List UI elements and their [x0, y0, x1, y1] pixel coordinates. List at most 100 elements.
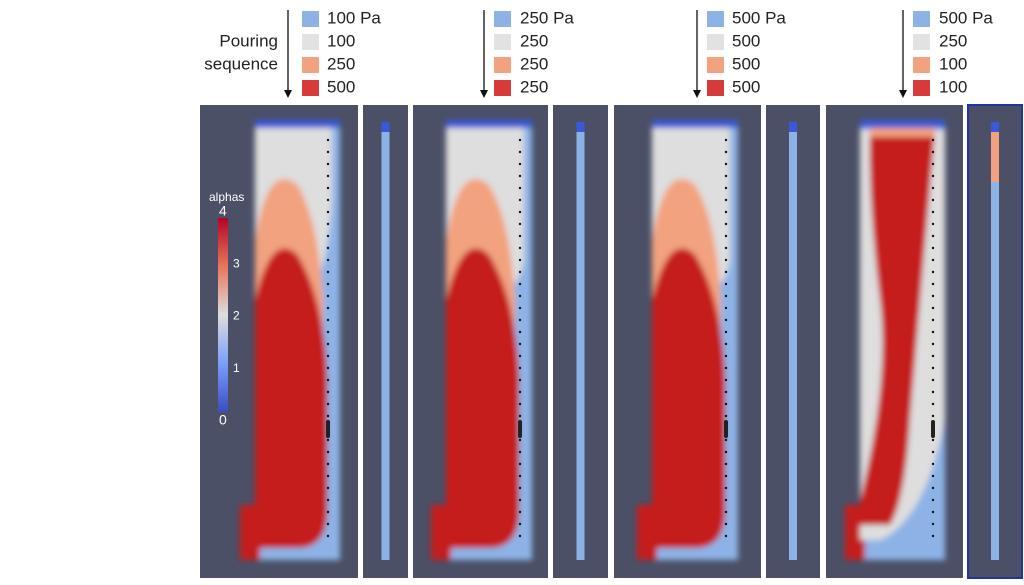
probe-dot — [724, 438, 728, 442]
side-top-fill — [991, 132, 999, 182]
probe-dot — [931, 330, 935, 334]
probe-dot — [724, 318, 728, 322]
probe-dot — [724, 354, 728, 358]
probe-dot — [326, 150, 330, 154]
probe-dot — [326, 258, 330, 262]
probe-dot — [326, 498, 330, 502]
legend-label: 500 Pa — [939, 8, 993, 27]
probe-dot — [518, 138, 522, 142]
legend-swatch — [707, 57, 724, 73]
legend-label: 100 — [327, 31, 355, 50]
probe-dot — [518, 366, 522, 370]
probe-dot — [724, 534, 728, 538]
fluid-field — [637, 120, 738, 560]
probe-dot — [518, 258, 522, 262]
probe-dot — [326, 510, 330, 514]
probe-dot — [518, 342, 522, 346]
probe-dot — [326, 282, 330, 286]
probe-dot — [518, 222, 522, 226]
probe-dot — [931, 222, 935, 226]
legend-swatch — [707, 34, 724, 50]
probe-dot — [724, 330, 728, 334]
probe-dot — [931, 522, 935, 526]
legend-swatch — [302, 57, 319, 73]
probe-dot — [326, 246, 330, 250]
legend-label: 500 — [732, 54, 760, 73]
side-top — [381, 122, 390, 132]
probe-dot — [724, 486, 728, 490]
legend-swatch — [707, 11, 724, 27]
probe-dot — [326, 198, 330, 202]
probe-dot — [724, 366, 728, 370]
legend-swatch — [913, 80, 930, 96]
side-column — [789, 122, 797, 560]
probe-dot — [724, 138, 728, 142]
probe-dot — [518, 498, 522, 502]
fluid-top — [860, 120, 945, 128]
pour-arrowhead — [284, 90, 292, 98]
probe-dot — [326, 438, 330, 442]
probe-dot — [724, 270, 728, 274]
probe-dot — [724, 282, 728, 286]
probe-dot — [724, 258, 728, 262]
probe-dot — [931, 198, 935, 202]
legend-swatch — [494, 57, 511, 73]
probe-dot — [326, 306, 330, 310]
probe-dot — [326, 294, 330, 298]
probe-dot — [931, 462, 935, 466]
probe-dot — [326, 486, 330, 490]
probe-dot — [518, 234, 522, 238]
probe-dot — [931, 150, 935, 154]
fluid-red — [446, 248, 520, 548]
side-column — [991, 122, 999, 560]
probe-dot — [518, 390, 522, 394]
colorbar-title: alphas — [209, 190, 244, 204]
probe-dot — [724, 342, 728, 346]
probe-dot — [724, 510, 728, 514]
probe-dot — [931, 270, 935, 274]
probe-dot — [518, 282, 522, 286]
probe-dot — [931, 450, 935, 454]
probe-dot — [931, 498, 935, 502]
probe-dot — [326, 330, 330, 334]
fluid-field — [240, 120, 340, 560]
legend-swatch — [302, 34, 319, 50]
pour-arrowhead — [899, 90, 907, 98]
probe-dot — [931, 234, 935, 238]
legend-label: 100 — [939, 77, 967, 96]
probe-dot — [931, 162, 935, 166]
probe-dot — [326, 162, 330, 166]
probe-dot — [326, 138, 330, 142]
probe-marker — [931, 420, 935, 438]
fluid-top — [652, 120, 738, 128]
probe-dot — [326, 186, 330, 190]
probe-dot — [724, 522, 728, 526]
probe-dot — [931, 138, 935, 142]
fluid-top — [255, 120, 340, 128]
probe-dot — [518, 270, 522, 274]
probe-dot — [326, 474, 330, 478]
pour-arrowhead — [693, 90, 701, 98]
probe-dot — [931, 258, 935, 262]
probe-dot — [518, 438, 522, 442]
probe-dot — [931, 306, 935, 310]
fluid-field — [431, 120, 532, 560]
legend-swatch — [494, 80, 511, 96]
pouring-label: Pouring — [219, 31, 278, 50]
probe-dot — [518, 486, 522, 490]
probe-marker — [518, 420, 522, 438]
probe-dot — [724, 474, 728, 478]
probe-dot — [931, 378, 935, 382]
probe-dot — [326, 366, 330, 370]
pour-arrowhead — [480, 90, 488, 98]
legend-swatch — [707, 80, 724, 96]
colorbar-tick-label: 3 — [233, 256, 240, 270]
colorbar-gradient — [218, 218, 228, 412]
probe-dot — [518, 198, 522, 202]
probe-dot — [931, 390, 935, 394]
probe-dot — [931, 486, 935, 490]
probe-dot — [518, 210, 522, 214]
probe-dot — [931, 414, 935, 418]
probe-dot — [931, 402, 935, 406]
probe-dot — [326, 342, 330, 346]
